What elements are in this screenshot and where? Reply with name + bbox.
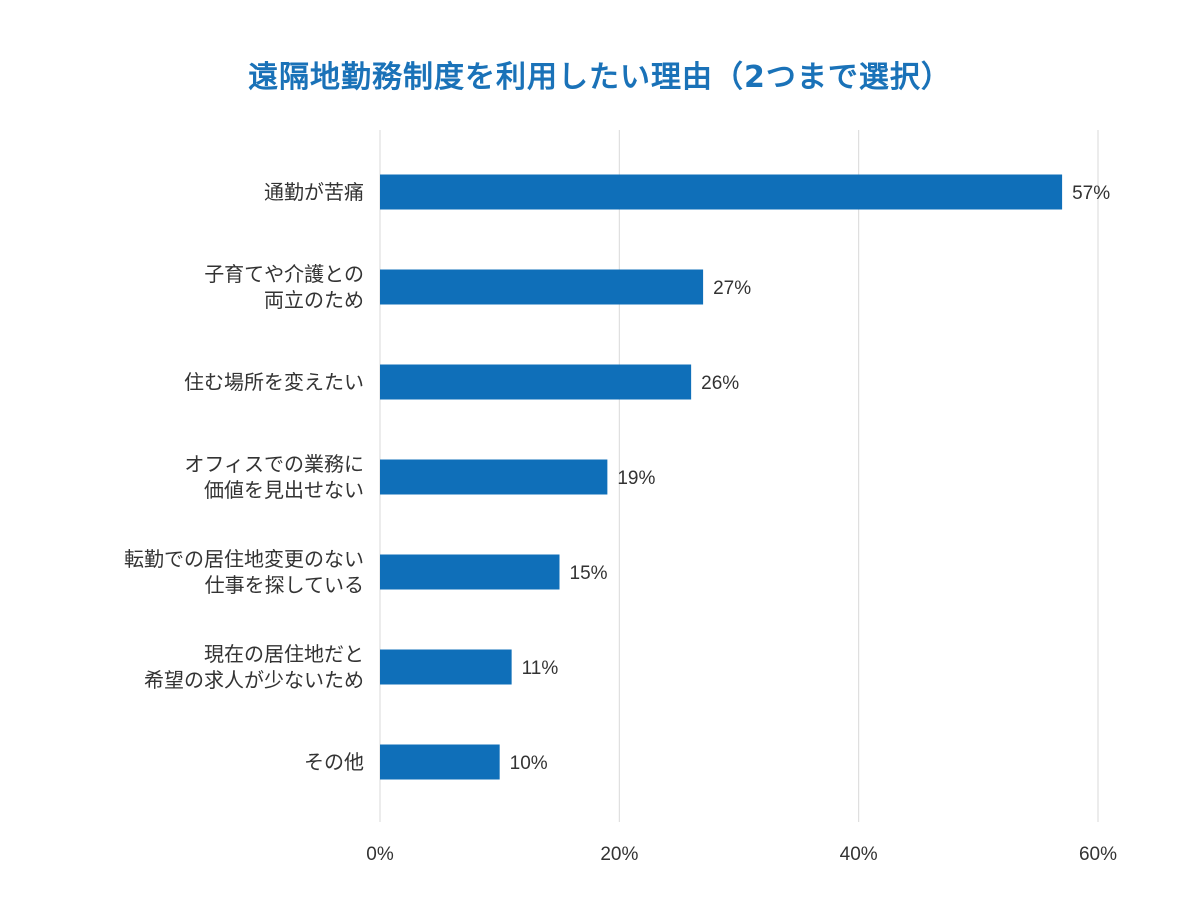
gridlines bbox=[379, 130, 1099, 822]
category-label-line: 現在の居住地だと bbox=[204, 642, 364, 666]
category-label-line: 希望の求人が少ないため bbox=[144, 668, 364, 692]
value-label: 19% bbox=[617, 468, 655, 489]
category-label-line: 価値を見出せない bbox=[204, 478, 364, 502]
x-axis-ticks: 0% 20% 40% 60% bbox=[366, 844, 1117, 865]
x-tick-label: 20% bbox=[600, 844, 638, 865]
x-tick-label: 40% bbox=[840, 844, 878, 865]
value-label: 15% bbox=[570, 563, 608, 584]
category-label: 転勤での居住地変更のない仕事を探している bbox=[124, 547, 364, 597]
bar bbox=[380, 554, 560, 590]
value-label: 27% bbox=[713, 278, 751, 299]
category-labels: 通勤が苦痛子育てや介護との両立のため住む場所を変えたいオフィスでの業務に価値を見… bbox=[124, 180, 364, 774]
category-label-line: オフィスでの業務に bbox=[184, 452, 364, 476]
category-label-line: 通勤が苦痛 bbox=[264, 180, 364, 204]
category-label-line: 転勤での居住地変更のない bbox=[124, 547, 364, 571]
bar bbox=[380, 649, 512, 685]
bar bbox=[380, 269, 704, 305]
bar bbox=[380, 459, 608, 495]
value-label: 10% bbox=[510, 753, 548, 774]
category-label: その他 bbox=[304, 750, 364, 774]
value-labels: 57% 27% 26% 19% 15% 11% 10% bbox=[510, 183, 1111, 774]
bar bbox=[380, 744, 500, 780]
value-label: 57% bbox=[1072, 183, 1110, 204]
category-label: オフィスでの業務に価値を見出せない bbox=[184, 452, 364, 502]
category-label: 住む場所を変えたい bbox=[184, 370, 364, 394]
value-label: 11% bbox=[522, 658, 559, 679]
category-label-line: 仕事を探している bbox=[205, 573, 364, 597]
category-label: 子育てや介護との両立のため bbox=[204, 262, 364, 312]
bar bbox=[380, 174, 1063, 210]
category-label-line: 両立のため bbox=[264, 288, 364, 312]
chart-title: 遠隔地勤務制度を利用したい理由（2つまで選択） bbox=[248, 60, 952, 95]
x-tick-label: 0% bbox=[366, 844, 394, 865]
bar bbox=[380, 364, 692, 400]
x-tick-label: 60% bbox=[1079, 844, 1117, 865]
category-label: 通勤が苦痛 bbox=[264, 180, 364, 204]
bars bbox=[380, 174, 1063, 780]
value-label: 26% bbox=[701, 373, 739, 394]
category-label-line: 子育てや介護との bbox=[204, 262, 364, 286]
category-label-line: 住む場所を変えたい bbox=[184, 370, 364, 394]
category-label: 現在の居住地だと希望の求人が少ないため bbox=[144, 642, 364, 692]
category-label-line: その他 bbox=[304, 750, 364, 774]
